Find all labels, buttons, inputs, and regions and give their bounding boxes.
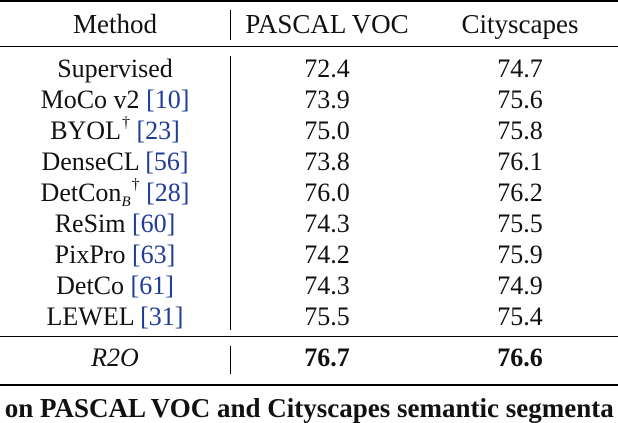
- ours-column-separator: [230, 346, 231, 374]
- method-label: DetCo: [56, 271, 125, 300]
- header-method: Method: [73, 9, 157, 39]
- citation-link[interactable]: [61]: [130, 271, 174, 300]
- header-rule: [0, 46, 618, 47]
- method-name: BYOL† [23]: [0, 114, 230, 146]
- pascal-voc-value: 75.0: [304, 116, 350, 145]
- method-name: DetCo [61]: [0, 270, 230, 301]
- table-top-rule: [0, 0, 618, 2]
- body-column-separator: [230, 56, 231, 330]
- citation-link[interactable]: [10]: [146, 85, 190, 114]
- ours-cityscapes: 76.6: [497, 343, 543, 372]
- method-label: PixPro: [54, 240, 126, 269]
- cityscapes-value: 75.6: [497, 85, 543, 114]
- citation-link[interactable]: [56]: [145, 147, 189, 176]
- dagger-mark: †: [121, 114, 130, 131]
- pascal-voc-value: 73.9: [304, 85, 350, 114]
- method-label: Supervised: [57, 54, 173, 83]
- table-bottom-rule: [0, 384, 618, 386]
- citation-link[interactable]: [60]: [131, 209, 176, 238]
- method-name: PixPro [63]: [0, 239, 230, 270]
- pascal-voc-value: 74.3: [304, 271, 350, 300]
- citation-link[interactable]: [23]: [136, 116, 180, 145]
- header-column-separator: [230, 10, 231, 40]
- header-cityscapes: Cityscapes: [461, 9, 579, 39]
- method-label: LEWEL: [46, 302, 134, 331]
- method-label: BYOL: [50, 116, 121, 145]
- method-label: DetCon: [40, 178, 122, 207]
- method-subscript: B: [121, 194, 131, 210]
- pascal-voc-value: 76.0: [304, 178, 350, 207]
- citation-link[interactable]: [28]: [146, 178, 190, 207]
- cityscapes-value: 76.2: [497, 178, 543, 207]
- method-label: MoCo v2: [40, 85, 140, 114]
- cityscapes-value: 75.9: [497, 240, 543, 269]
- dagger-mark: †: [131, 176, 140, 193]
- header-pascal-voc: PASCAL VOC: [245, 9, 409, 39]
- cityscapes-value: 76.1: [497, 147, 543, 176]
- cityscapes-value: 74.7: [497, 54, 543, 83]
- citation-link[interactable]: [31]: [140, 302, 184, 331]
- method-name: DenseCL [56]: [0, 146, 230, 177]
- pascal-voc-value: 75.5: [304, 302, 350, 331]
- method-label: ReSim: [54, 209, 126, 238]
- cityscapes-value: 75.5: [497, 209, 543, 238]
- pascal-voc-value: 74.2: [304, 240, 350, 269]
- method-name: DetConB† [28]: [0, 176, 230, 210]
- pascal-voc-value: 72.4: [304, 54, 350, 83]
- method-name: MoCo v2 [10]: [0, 84, 230, 115]
- table-caption: e on PASCAL VOC and Cityscapes semantic …: [0, 393, 614, 423]
- method-label: DenseCL: [41, 147, 139, 176]
- citation-link[interactable]: [63]: [131, 240, 176, 269]
- method-name: LEWEL [31]: [0, 301, 230, 332]
- ours-method: R2O: [91, 343, 139, 372]
- pascal-voc-value: 74.3: [304, 209, 350, 238]
- method-name: ReSim [60]: [0, 208, 230, 239]
- cityscapes-value: 75.4: [497, 302, 543, 331]
- cityscapes-value: 74.9: [497, 271, 543, 300]
- method-name: Supervised: [0, 53, 230, 84]
- pascal-voc-value: 73.8: [304, 147, 350, 176]
- ours-pascal-voc: 76.7: [304, 343, 350, 372]
- cityscapes-value: 75.8: [497, 116, 543, 145]
- separator-rule: [0, 336, 618, 337]
